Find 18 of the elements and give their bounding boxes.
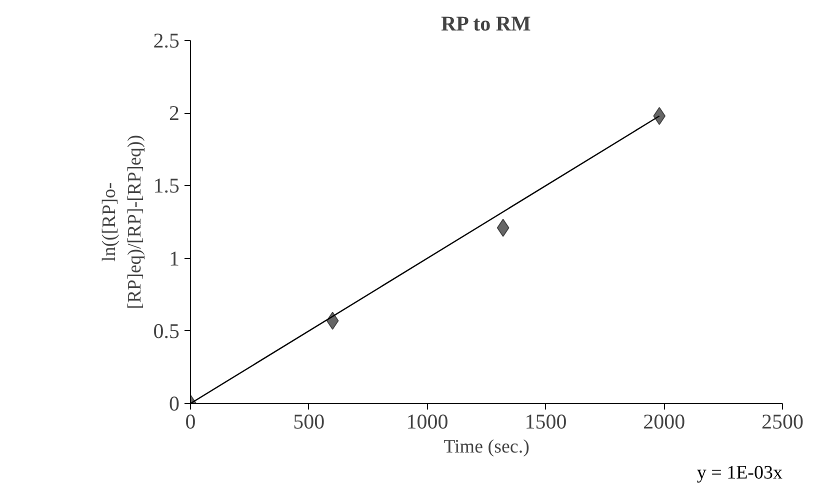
y-tick-label: 1 xyxy=(169,246,180,270)
x-tick-label: 1000 xyxy=(406,410,448,434)
y-tick-label: 0.5 xyxy=(153,318,180,343)
chart-title: RP to RM xyxy=(441,12,532,36)
y-tick-label: 1.5 xyxy=(153,174,180,198)
x-tick-label: 0 xyxy=(185,410,196,434)
y-tick-label: 2 xyxy=(169,101,180,126)
x-tick-label: 2500 xyxy=(762,410,804,434)
point xyxy=(653,107,666,126)
y-axis-title: ln(([RP]o-[RP]eq)/[RP]-[RP]eq)) xyxy=(99,134,146,310)
y-tick-label: 0 xyxy=(169,392,180,416)
y-tick-label: 2.5 xyxy=(153,28,180,52)
x-tick-label: 500 xyxy=(293,410,325,434)
point xyxy=(496,218,510,237)
x-tick-label: 1500 xyxy=(524,410,567,434)
text: y = 1E-03x xyxy=(696,462,783,483)
x-axis-title: Time (sec.) xyxy=(444,436,530,458)
x-tick-label: 2000 xyxy=(643,410,686,434)
